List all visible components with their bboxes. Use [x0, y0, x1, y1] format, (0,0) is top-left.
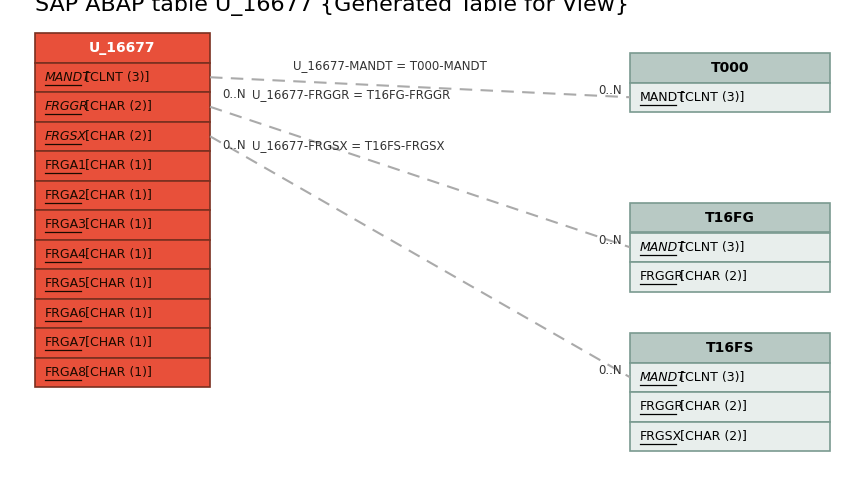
Text: [CLNT (3)]: [CLNT (3)]: [81, 71, 149, 84]
Text: FRGA2: FRGA2: [45, 189, 87, 202]
Text: [CHAR (1)]: [CHAR (1)]: [81, 248, 152, 261]
Bar: [35, 328, 210, 358]
Text: FRGA3: FRGA3: [45, 218, 87, 231]
Text: [CHAR (1)]: [CHAR (1)]: [81, 277, 152, 290]
Text: [CHAR (1)]: [CHAR (1)]: [81, 336, 152, 349]
Bar: [35, 299, 210, 328]
Text: T16FS: T16FS: [706, 341, 754, 355]
Text: 0..N: 0..N: [599, 234, 622, 247]
Text: [CLNT (3)]: [CLNT (3)]: [676, 371, 745, 384]
Text: U_16677: U_16677: [89, 41, 156, 55]
Text: 0..N: 0..N: [222, 88, 245, 101]
Text: [CHAR (2)]: [CHAR (2)]: [81, 130, 152, 143]
Text: FRGGR: FRGGR: [640, 270, 684, 283]
Bar: [35, 269, 210, 299]
Text: [CHAR (2)]: [CHAR (2)]: [676, 430, 746, 443]
Text: [CHAR (2)]: [CHAR (2)]: [676, 400, 746, 413]
Text: MANDT: MANDT: [640, 371, 686, 384]
Bar: [630, 53, 830, 82]
Text: FRGSX: FRGSX: [45, 130, 87, 143]
Bar: [35, 358, 210, 387]
Bar: [35, 181, 210, 210]
Bar: [630, 82, 830, 112]
Text: FRGSX: FRGSX: [640, 430, 683, 443]
Text: SAP ABAP table U_16677 {Generated Table for View}: SAP ABAP table U_16677 {Generated Table …: [35, 0, 629, 16]
Text: MANDT: MANDT: [640, 241, 686, 254]
Text: FRGA5: FRGA5: [45, 277, 87, 290]
Bar: [35, 151, 210, 181]
Text: [CHAR (1)]: [CHAR (1)]: [81, 218, 152, 231]
Text: FRGA7: FRGA7: [45, 336, 87, 349]
Text: T000: T000: [711, 61, 749, 75]
Text: [CHAR (2)]: [CHAR (2)]: [81, 100, 152, 113]
Text: FRGA1: FRGA1: [45, 159, 87, 172]
Text: [CHAR (1)]: [CHAR (1)]: [81, 366, 152, 379]
Bar: [35, 62, 210, 92]
Text: FRGA6: FRGA6: [45, 307, 87, 320]
Bar: [35, 122, 210, 151]
Text: MANDT: MANDT: [45, 71, 91, 84]
Text: U_16677-FRGGR = T16FG-FRGGR: U_16677-FRGGR = T16FG-FRGGR: [252, 88, 450, 101]
Text: FRGGR: FRGGR: [640, 400, 684, 413]
Text: 0..N: 0..N: [599, 364, 622, 377]
Bar: [630, 232, 830, 262]
Bar: [630, 422, 830, 451]
Text: [CHAR (2)]: [CHAR (2)]: [676, 270, 746, 283]
Text: FRGA8: FRGA8: [45, 366, 87, 379]
Text: [CHAR (1)]: [CHAR (1)]: [81, 189, 152, 202]
Text: 0..N: 0..N: [599, 84, 622, 97]
Bar: [35, 240, 210, 269]
Bar: [630, 262, 830, 291]
Text: [CHAR (1)]: [CHAR (1)]: [81, 307, 152, 320]
Text: FRGGR: FRGGR: [45, 100, 89, 113]
Text: FRGA4: FRGA4: [45, 248, 87, 261]
Text: U_16677-FRGSX = T16FS-FRGSX: U_16677-FRGSX = T16FS-FRGSX: [252, 139, 444, 152]
Bar: [630, 333, 830, 363]
Bar: [35, 210, 210, 240]
Text: 0..N: 0..N: [222, 139, 245, 152]
Text: [CLNT (3)]: [CLNT (3)]: [676, 91, 745, 104]
Text: MANDT: MANDT: [640, 91, 686, 104]
Text: [CHAR (1)]: [CHAR (1)]: [81, 159, 152, 172]
Text: T16FG: T16FG: [705, 211, 755, 225]
Bar: [630, 203, 830, 232]
Bar: [630, 363, 830, 392]
Bar: [35, 33, 210, 62]
Bar: [35, 92, 210, 122]
Text: U_16677-MANDT = T000-MANDT: U_16677-MANDT = T000-MANDT: [293, 59, 487, 72]
Text: [CLNT (3)]: [CLNT (3)]: [676, 241, 745, 254]
Bar: [630, 392, 830, 422]
